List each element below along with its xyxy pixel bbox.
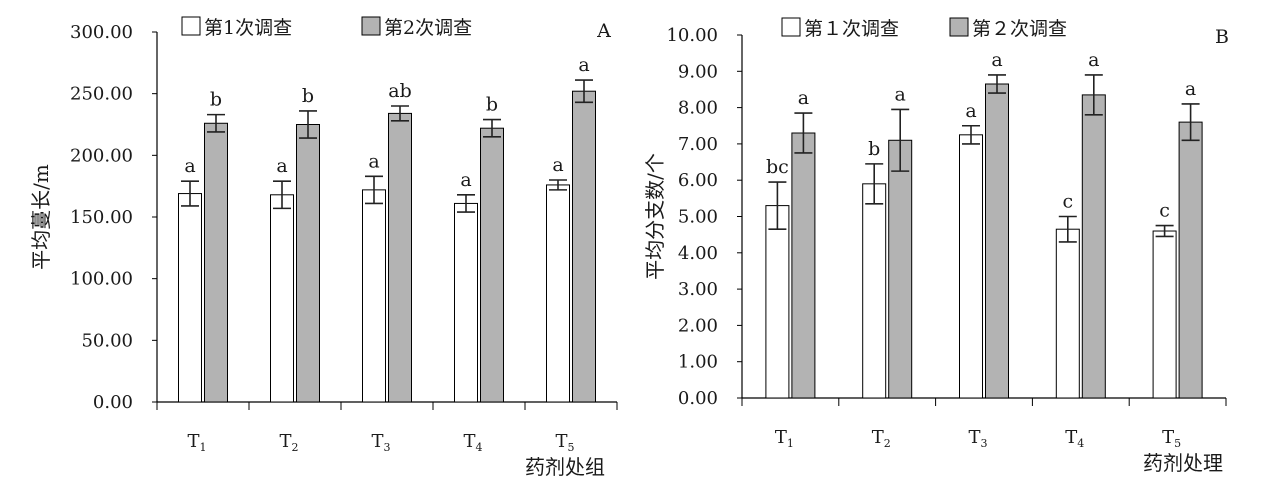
p1-y-axis-title: 平均蔓长/m	[29, 164, 53, 270]
p2-y-tick-label: 10.00	[666, 25, 718, 46]
p1-y-tick-label: 300.00	[70, 22, 133, 43]
p2-category-subscript: 1	[787, 437, 794, 450]
p2-bar	[1081, 94, 1106, 399]
p2-bar	[888, 139, 913, 399]
p2-category-label: T1	[775, 427, 794, 450]
p2-y-tick-label: 4.00	[678, 243, 718, 264]
p2-category-subscript: 3	[981, 437, 988, 450]
p1-y-tick-label: 100.00	[70, 269, 133, 290]
p1-category-subscript: 1	[200, 441, 207, 454]
p2-bar	[985, 83, 1009, 399]
p1-significance-label: ab	[388, 80, 412, 102]
p2-bar	[1178, 121, 1203, 399]
p1-category-label: T2	[279, 431, 298, 454]
p2-significance-label: c	[1159, 200, 1170, 222]
p2-category-subscript: 5	[1174, 437, 1181, 450]
p2-significance-label: b	[868, 138, 880, 160]
p2-significance-label: c	[1062, 191, 1073, 213]
p2-y-axis-title: 平均分支数/个	[643, 153, 667, 280]
p2-significance-label: a	[991, 49, 1002, 71]
p1-bar	[572, 90, 596, 403]
p2-x-axis-title: 药剂处理	[1143, 451, 1223, 475]
p2-legend-swatch	[949, 17, 969, 37]
p2-category-label: T4	[1065, 427, 1084, 450]
p1-category-label: T3	[371, 431, 390, 454]
p1-bar	[454, 202, 478, 403]
p1-significance-label: a	[460, 169, 471, 191]
p1-y-tick-label: 0.00	[93, 392, 133, 413]
p2-bar	[862, 183, 887, 399]
p1-bar	[296, 124, 320, 403]
p2-bar	[765, 205, 790, 399]
p1-y-tick-label: 50.00	[81, 330, 133, 351]
p1-y-tick-label: 200.00	[70, 145, 133, 166]
p1-significance-label: b	[210, 89, 222, 111]
p1-significance-label: a	[368, 150, 379, 172]
p2-legend-swatch	[781, 17, 801, 37]
p2-y-tick-label: 0.00	[678, 388, 718, 409]
p1-panel-letter: A	[596, 20, 611, 42]
p2-panel-letter: B	[1215, 26, 1229, 48]
p2-category-label: T2	[872, 427, 891, 450]
p2-y-tick-label: 8.00	[678, 98, 718, 119]
p1-category-subscript: 2	[292, 441, 299, 454]
p1-significance-label: b	[302, 85, 314, 107]
p1-y-tick-label: 250.00	[70, 84, 133, 105]
p1-bar	[388, 112, 412, 403]
p1-significance-label: a	[184, 155, 195, 177]
p1-significance-label: a	[552, 154, 563, 176]
p2-y-tick-label: 2.00	[678, 315, 718, 336]
p1-category-label: T4	[463, 431, 482, 454]
p2-bar	[1055, 228, 1080, 399]
p1-significance-label: a	[276, 155, 287, 177]
p2-significance-label: bc	[766, 156, 789, 178]
p1-category-label: T1	[187, 431, 206, 454]
p1-bar	[178, 193, 202, 403]
p2-category-label: T3	[968, 427, 987, 450]
p1-legend-swatch	[181, 16, 201, 36]
p1-category-subscript: 3	[384, 441, 391, 454]
p2-category-subscript: 2	[884, 437, 891, 450]
p2-legend-label: 第１次调查	[804, 18, 899, 40]
p1-legend-label: 第1次调查	[204, 17, 292, 39]
p2-y-tick-label: 1.00	[678, 352, 718, 373]
p2-category-label: T5	[1162, 427, 1181, 450]
p2-bar	[1152, 230, 1177, 399]
p2-y-tick-label: 5.00	[678, 207, 718, 228]
p1-legend-label: 第2次调查	[384, 17, 472, 39]
p1-bar	[362, 189, 386, 403]
p1-y-tick-label: 150.00	[70, 207, 133, 228]
p1-category-subscript: 5	[568, 441, 575, 454]
p1-x-axis-title: 药剂处组	[525, 455, 605, 479]
p2-significance-label: a	[798, 87, 809, 109]
p1-legend-swatch	[361, 16, 381, 36]
p1-bar	[480, 127, 504, 403]
p1-category-subscript: 4	[476, 441, 483, 454]
p1-bar	[204, 122, 228, 403]
p2-significance-label: a	[895, 83, 906, 105]
p2-significance-label: a	[965, 100, 976, 122]
p2-bar	[791, 132, 816, 399]
p2-significance-label: a	[1088, 49, 1099, 71]
p2-legend-label: 第２次调查	[972, 18, 1067, 40]
p1-significance-label: a	[578, 54, 589, 76]
p1-bar	[270, 194, 294, 403]
p2-y-tick-label: 3.00	[678, 279, 718, 300]
p2-bar	[959, 134, 983, 399]
p1-bar	[546, 184, 570, 403]
p2-y-tick-label: 6.00	[678, 170, 718, 191]
p1-significance-label: b	[486, 94, 498, 116]
p1-category-label: T5	[555, 431, 574, 454]
p2-y-tick-label: 9.00	[678, 61, 718, 82]
p2-y-tick-label: 7.00	[678, 134, 718, 155]
p2-category-subscript: 4	[1077, 437, 1084, 450]
p2-significance-label: a	[1185, 78, 1196, 100]
